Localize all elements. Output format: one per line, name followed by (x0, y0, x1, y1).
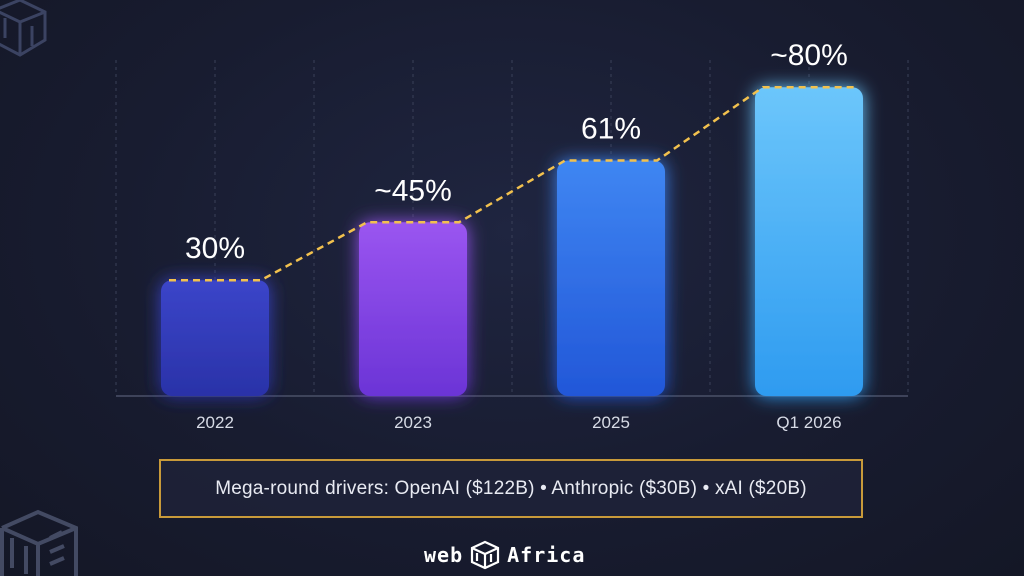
x-tick-labels: 2022 2023 2025 Q1 2026 (196, 413, 842, 432)
x-tick-label: 2022 (196, 413, 234, 432)
x-tick-label: Q1 2026 (776, 413, 841, 432)
brand-text-right: Africa (507, 543, 586, 567)
mega-round-drivers-text: Mega-round drivers: OpenAI ($122B) • Ant… (215, 477, 807, 499)
brand-logo: web Africa (424, 538, 585, 572)
x-tick-label: 2023 (394, 413, 432, 432)
trend-line (169, 85, 855, 282)
cube-logo-icon (0, 0, 47, 57)
data-label: 61% (581, 113, 641, 146)
mega-round-drivers-box: Mega-round drivers: OpenAI ($122B) • Ant… (159, 459, 863, 518)
trend-line-path (169, 85, 855, 282)
brand-text-left: web (424, 543, 464, 567)
bar-2023 (359, 222, 467, 396)
brand-cube-icon (471, 540, 500, 570)
bar-chart: 30% ~45% 61% ~80% 2022 2023 2025 Q1 2026 (115, 39, 909, 432)
x-tick-label: 2025 (592, 413, 630, 432)
bar-2025 (557, 160, 665, 396)
data-label: ~80% (770, 39, 848, 72)
data-label: 30% (185, 232, 245, 265)
bar-2022 (161, 280, 269, 396)
data-label: ~45% (374, 174, 452, 207)
bar-q1-2026 (755, 87, 863, 396)
data-labels: 30% ~45% 61% ~80% (185, 39, 848, 265)
cube-logo-watermark-icon (0, 509, 78, 576)
bars (161, 87, 863, 396)
